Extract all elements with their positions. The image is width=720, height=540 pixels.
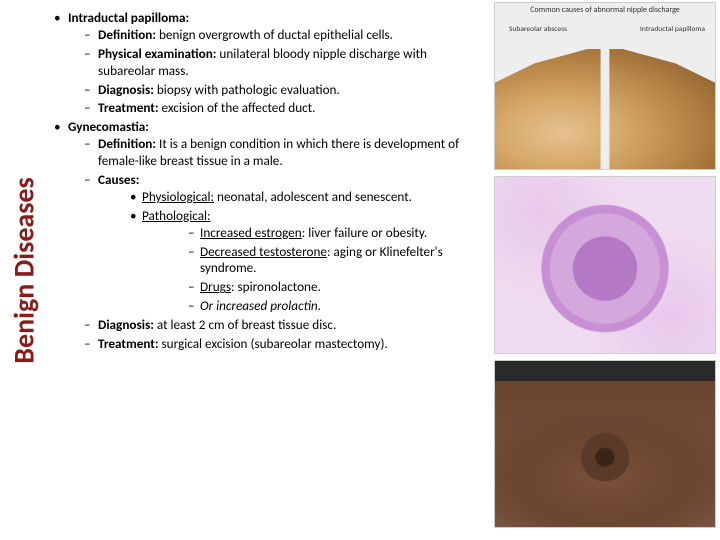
gy-causes: Causes: Physiological: neonatal, adolesc… bbox=[68, 172, 486, 315]
breast-tissue-illustration bbox=[495, 49, 715, 169]
histology-illustration bbox=[495, 177, 715, 353]
topic-intraductal-papilloma: Intraductal papilloma: Definition: benig… bbox=[50, 10, 486, 117]
gy-diagnosis: Diagnosis: at least 2 cm of breast tissu… bbox=[68, 317, 486, 334]
content-column: Intraductal papilloma: Definition: benig… bbox=[48, 0, 492, 540]
figure-caption: Common causes of abnormal nipple dischar… bbox=[495, 5, 715, 15]
sidebar-title-text: Benign Diseases bbox=[7, 177, 42, 363]
gy-path-prolactin: Or increased prolactin. bbox=[142, 298, 486, 315]
figure-column: Common causes of abnormal nipple dischar… bbox=[492, 0, 720, 540]
gy-cause-pathological: Pathological: Increased estrogen: liver … bbox=[98, 208, 486, 315]
figure-histology bbox=[494, 176, 716, 354]
topic-list: Intraductal papilloma: Definition: benig… bbox=[50, 10, 486, 353]
clinical-photo-illustration bbox=[495, 361, 715, 527]
gy-path-testosterone: Decreased testosterone: aging or Klinefe… bbox=[142, 244, 486, 278]
ip-treatment: Treatment: excision of the affected duct… bbox=[68, 100, 486, 117]
ip-physical-exam: Physical examination: unilateral bloody … bbox=[68, 46, 486, 80]
figure-clinical-photo bbox=[494, 360, 716, 528]
figure-nipple-discharge-diagram: Common causes of abnormal nipple dischar… bbox=[494, 2, 716, 170]
gy-definition: Definition: It is a benign condition in … bbox=[68, 136, 486, 170]
ip-diagnosis: Diagnosis: biopsy with pathologic evalua… bbox=[68, 82, 486, 99]
gy-treatment: Treatment: surgical excision (subareolar… bbox=[68, 336, 486, 353]
topic-gynecomastia: Gynecomastia: Definition: It is a benign… bbox=[50, 119, 486, 353]
ip-definition: Definition: benign overgrowth of ductal … bbox=[68, 27, 486, 44]
sidebar-title: Benign Diseases bbox=[0, 0, 48, 540]
topic-title: Gynecomastia: bbox=[68, 118, 149, 135]
gy-path-drugs: Drugs: spironolactone. bbox=[142, 279, 486, 296]
gy-cause-physiological: Physiological: neonatal, adolescent and … bbox=[98, 189, 486, 206]
topic-title: Intraductal papilloma: bbox=[68, 9, 189, 26]
gy-path-estrogen: Increased estrogen: liver failure or obe… bbox=[142, 225, 486, 242]
figure-label-right: Intraductal papilloma bbox=[640, 25, 705, 34]
figure-label-left: Subareolar abscess bbox=[509, 25, 567, 34]
